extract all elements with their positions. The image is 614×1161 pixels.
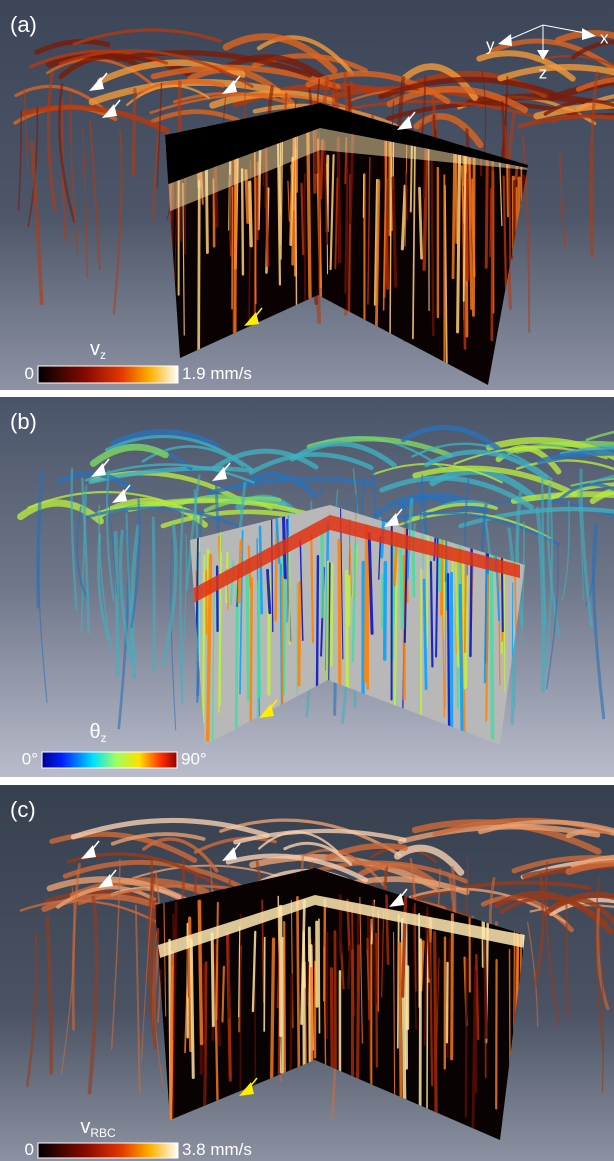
panel-label: (a) — [10, 12, 37, 37]
section-streak — [199, 901, 201, 1043]
section-streak — [431, 562, 432, 666]
section-streak — [222, 967, 223, 1022]
section-streak — [247, 563, 248, 700]
section-streak — [304, 932, 305, 987]
vessel — [567, 903, 568, 1016]
quantity-symbol: θ — [89, 721, 100, 743]
section-streak — [250, 182, 252, 245]
panel-label: (b) — [10, 409, 37, 434]
section-streak — [299, 583, 300, 685]
section-streak — [309, 928, 310, 1083]
colorbar-min-label: 0° — [22, 749, 38, 768]
section-streak — [259, 584, 260, 696]
panel-label: (c) — [10, 797, 36, 822]
section-streak — [212, 934, 213, 1026]
vessel — [151, 858, 152, 1004]
section-streak — [400, 536, 402, 628]
quantity-symbol: v — [80, 1116, 90, 1138]
section-streak — [427, 921, 428, 1126]
section-streak — [289, 537, 290, 644]
section-streak — [452, 915, 453, 1059]
panel: (b) 0° 90° θz — [0, 397, 614, 788]
section-streak — [435, 933, 437, 1140]
section-streak — [413, 521, 414, 596]
section-streak — [385, 563, 386, 659]
page: (a)01.9 mm/svzyxz(b)0°90°θz(c)03.8 mm/sv… — [0, 0, 614, 1161]
section-streak — [283, 580, 284, 694]
section-streak — [276, 525, 277, 620]
colorbar-max-label: 3.8 mm/s — [182, 1140, 252, 1159]
section-streak — [448, 574, 449, 731]
colorbar-min-label: 0 — [25, 1140, 34, 1159]
colorbar — [42, 752, 177, 768]
axis-label: z — [539, 63, 548, 82]
vessel — [133, 89, 135, 175]
section-streak — [484, 940, 486, 1038]
panel: (c) 0 3.8 mm/s vRBC — [0, 785, 614, 1161]
section-streak — [466, 959, 467, 1117]
section-streak — [446, 531, 447, 609]
colorbar — [38, 366, 178, 383]
section-streak — [319, 919, 320, 1032]
section-streak — [264, 938, 265, 1031]
section-streak — [203, 556, 204, 722]
colorbar — [38, 1143, 178, 1158]
section-streak — [338, 138, 339, 261]
vessel — [153, 518, 154, 672]
section-streak — [387, 896, 389, 964]
colorbar-max-label: 90° — [181, 749, 207, 768]
quantity-symbol: v — [90, 338, 100, 360]
colorbar-min-label: 0 — [25, 364, 34, 383]
vessel — [153, 890, 155, 1031]
quantity-subscript: z — [100, 348, 106, 362]
section-streak — [382, 575, 383, 628]
section-streak — [365, 526, 366, 681]
section-streak — [191, 940, 193, 1077]
section-streak — [260, 527, 262, 613]
section-streak — [235, 157, 236, 351]
section-streak — [331, 564, 332, 666]
section-streak — [199, 181, 200, 356]
quantity-subscript: z — [101, 731, 107, 745]
section-streak — [297, 897, 299, 1086]
section-streak — [307, 963, 308, 1004]
axis-label: x — [600, 28, 609, 47]
figure: (a)01.9 mm/svzyxz(b)0°90°θz(c)03.8 mm/sv… — [0, 0, 614, 1161]
section-streak — [447, 963, 448, 1042]
colorbar-max-label: 1.9 mm/s — [182, 364, 252, 383]
axis-label: y — [486, 35, 495, 54]
section-streak — [242, 169, 243, 274]
vessel — [116, 533, 118, 675]
quantity-subscript: RBC — [90, 1126, 116, 1140]
section-streak — [465, 565, 466, 652]
